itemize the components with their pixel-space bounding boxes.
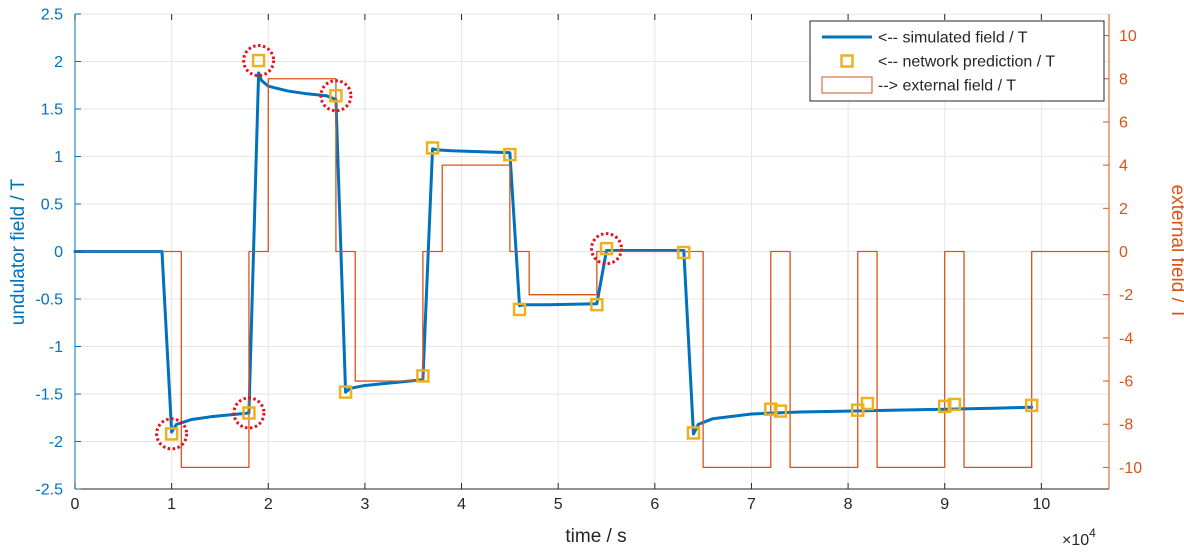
x-tick-label: 8 [844,496,853,513]
y-left-tick-label: -1 [49,339,63,356]
x-tick-label: 3 [360,496,369,513]
y-left-tick-label: -2.5 [35,482,63,499]
prediction-marker [677,245,691,260]
y-right-tick-label: 2 [1119,201,1128,218]
y-left-tick-label: 1.5 [41,102,63,119]
x-tick-label: 9 [940,496,949,513]
prediction-marker [251,53,266,68]
y-left-tick-label: -2 [49,434,63,451]
y-left-tick-label: 1 [54,149,63,166]
y-right-tick-label: 0 [1119,244,1128,261]
prediction-marker [416,369,430,383]
external-field-line [74,78,1110,469]
axes-layer: 0 1 2 3 4 5 6 7 8 9 10 -2.5 -2 -1.5 -1 -0.5 0 0.5 1 1.5 2 2.5… [35,7,1142,514]
x-axis-exponent-base: ×10 [1062,532,1089,549]
x-tick-label: 10 [1032,496,1050,513]
y-right-axis-title: external field / T [1167,185,1184,320]
y-right-tick-label: -8 [1119,417,1133,434]
prediction-marker [242,406,256,420]
y-right-tick-label: 6 [1119,114,1128,131]
highlight-circle [232,396,266,430]
x-tick-label: 6 [650,496,659,513]
prediction-marker [860,396,875,411]
prediction-marker [329,88,343,103]
x-axis-exponent-power: 4 [1089,526,1096,540]
x-axis-exponent: ×104 [1062,526,1096,549]
prediction-marker [425,141,440,155]
x-tick-label: 0 [71,496,80,513]
prediction-marker [764,402,778,416]
legend: <-- simulated field / T <-- network predi… [809,20,1105,102]
y-left-tick-label: 0.5 [41,197,63,214]
x-axis-title: time / s [565,526,626,547]
y-left-tick-label: -1.5 [35,387,63,404]
prediction-marker [686,426,701,440]
x-tick-label: 4 [457,496,466,513]
highlight-circle [242,44,276,78]
x-tick-label: 2 [264,496,273,513]
legend-swatch-prediction [840,54,854,68]
y-right-tick-label: -2 [1119,287,1133,304]
prediction-marker [599,241,614,256]
prediction-marker [512,302,527,317]
prediction-marker [1024,398,1039,413]
legend-label: <-- network prediction / T [878,54,1055,71]
x-tick-label: 1 [167,496,176,513]
series-layer [73,44,1110,469]
legend-swatch-external [821,76,873,94]
highlight-circle [155,417,189,451]
y-right-tick-label: 10 [1119,28,1137,45]
y-right-tick-label: 8 [1119,71,1128,88]
prediction-marker [338,385,353,399]
prediction-marker [773,404,788,418]
prediction-marker [947,397,962,412]
y-right-tick-label: -10 [1119,460,1142,477]
y-right-tick-label: 4 [1119,158,1128,175]
y-right-tick-label: -6 [1119,374,1133,391]
y-left-tick-label: 2.5 [41,7,63,24]
y-right-tick-label: -4 [1119,330,1133,347]
legend-label: <-- simulated field / T [878,30,1028,47]
x-tick-label: 7 [747,496,756,513]
prediction-marker [590,297,604,312]
y-left-tick-label: -0.5 [35,292,63,309]
x-tick-label: 5 [554,496,563,513]
highlight-circle [319,79,353,113]
simulated-field-line [73,71,1034,436]
y-left-tick-label: 0 [54,244,63,261]
y-left-axis-title: undulator field / T [8,178,29,325]
prediction-marker [937,399,952,414]
prediction-marker [164,427,179,441]
highlight-circle [589,232,623,266]
legend-box [809,20,1105,102]
y-left-tick-label: 2 [54,54,63,71]
prediction-marker [503,147,517,162]
legend-label: --> external field / T [878,78,1016,95]
